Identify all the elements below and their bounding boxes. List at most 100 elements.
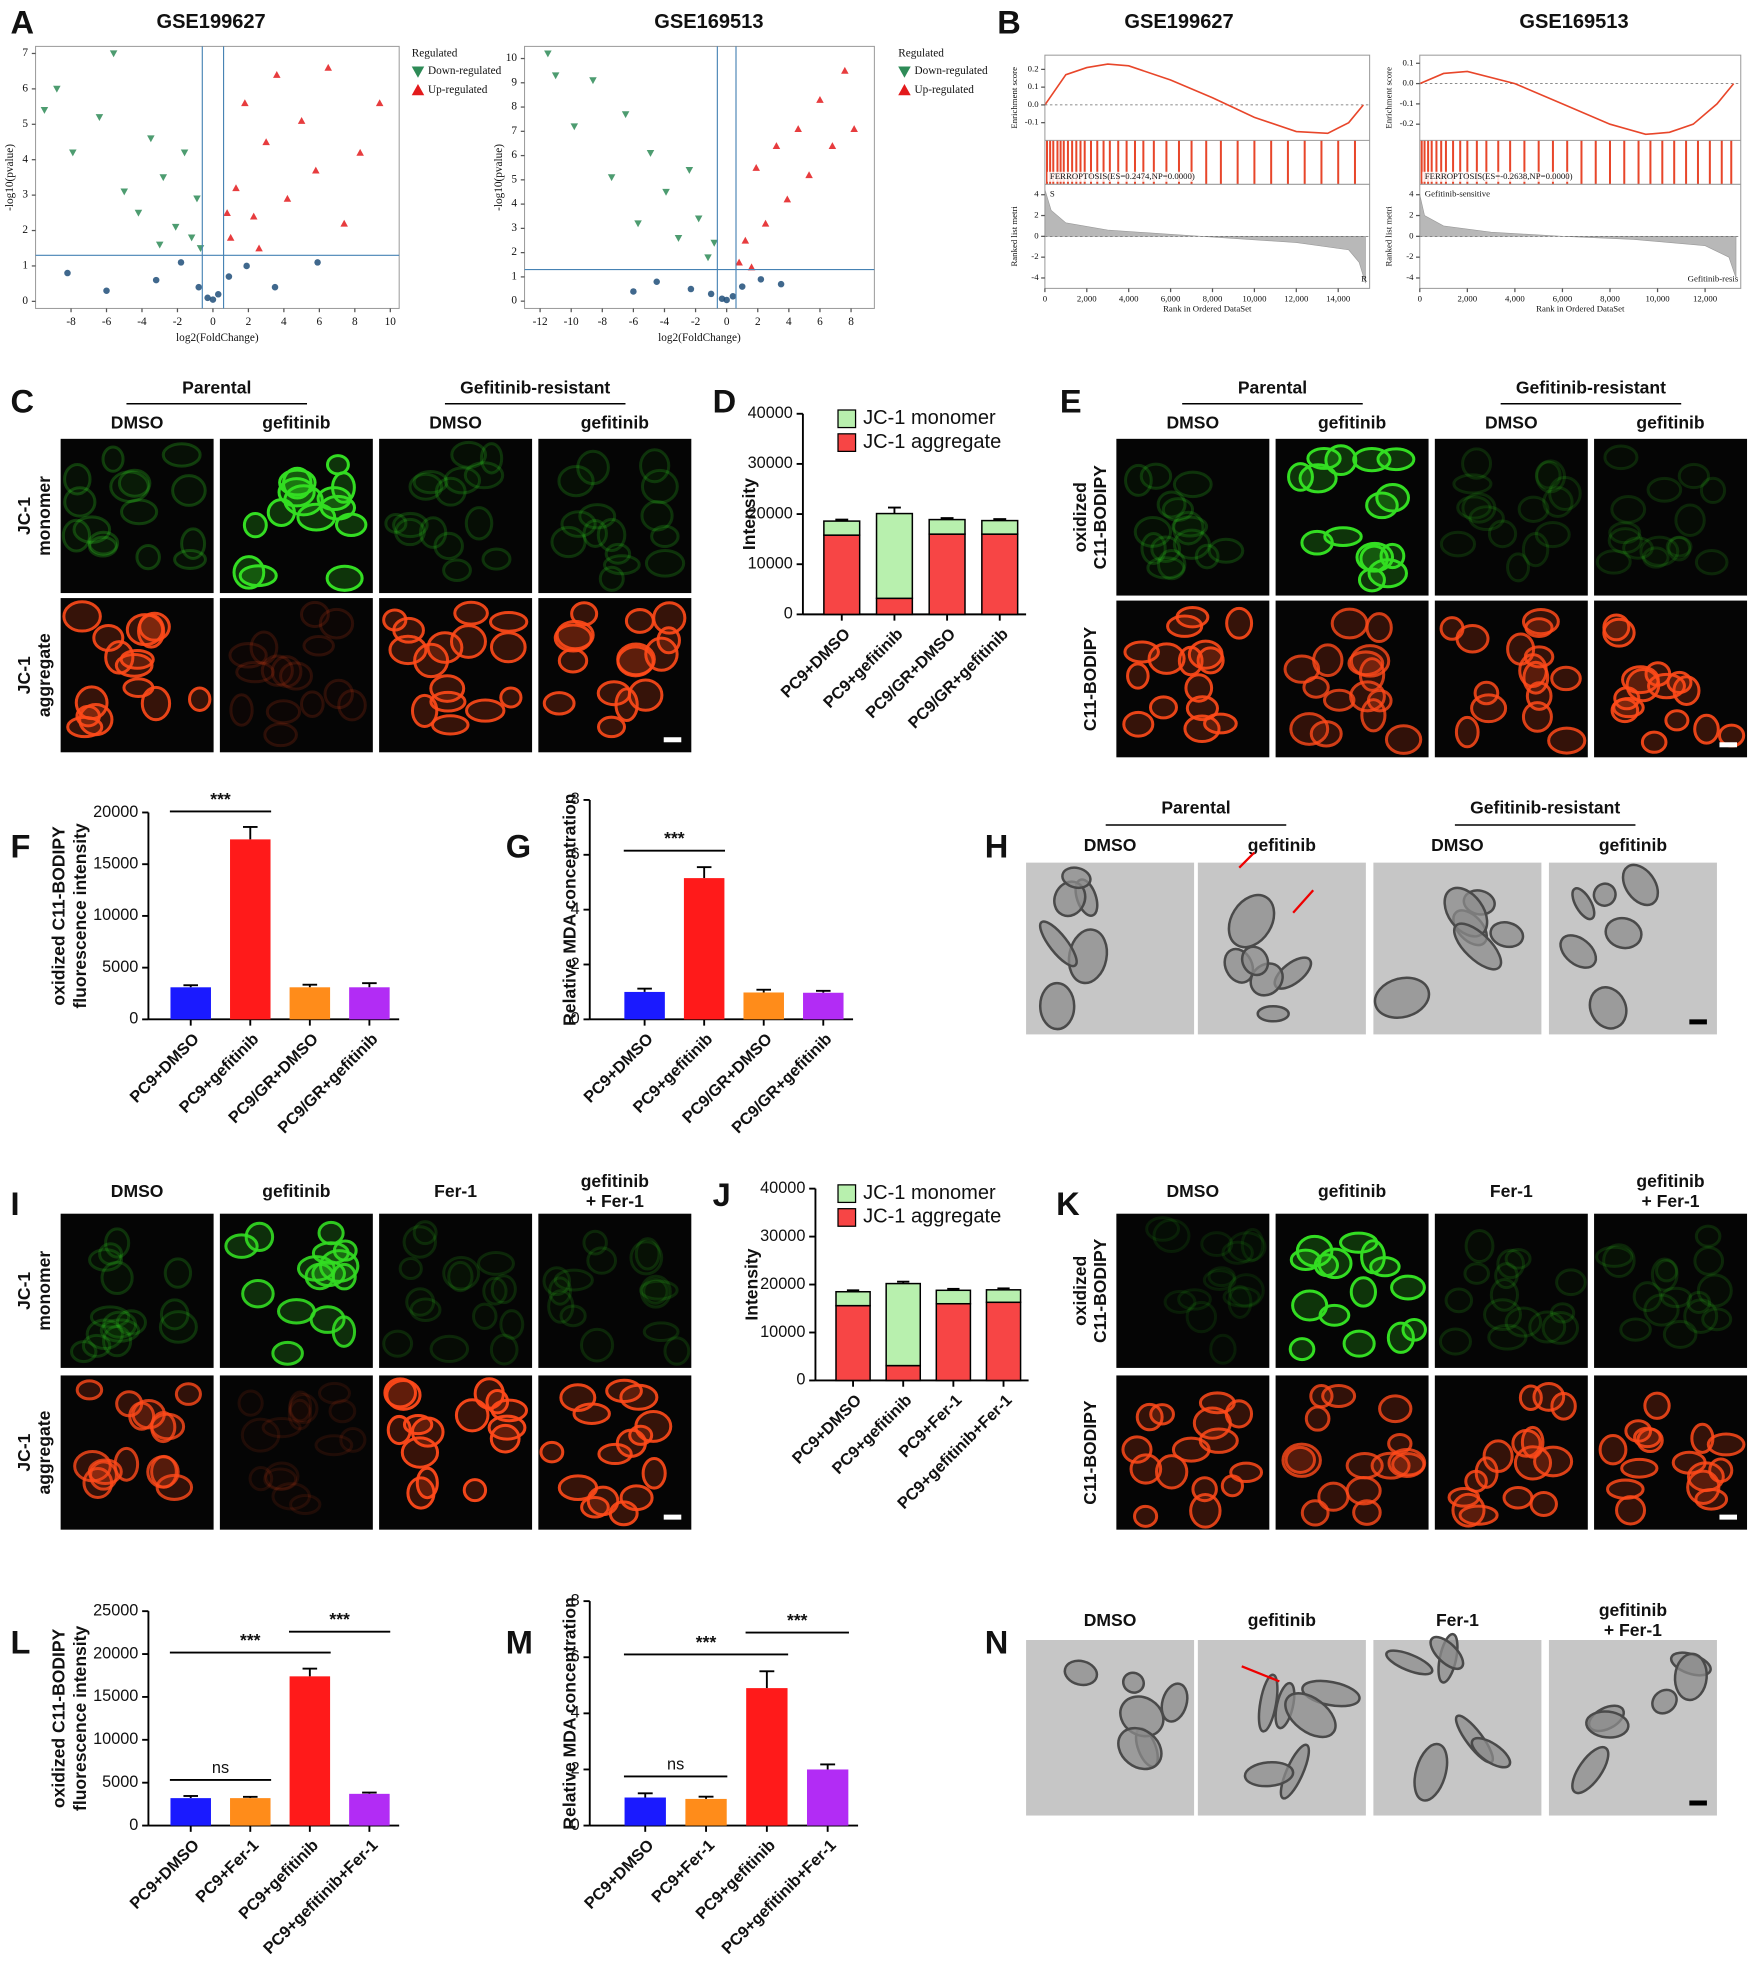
cell bbox=[1283, 654, 1321, 684]
cell bbox=[489, 1423, 521, 1454]
x-tick-label: 0 bbox=[724, 316, 730, 328]
y-tick-label: 6 bbox=[571, 845, 580, 863]
x-tick-label: -8 bbox=[66, 316, 76, 328]
cell bbox=[642, 1321, 680, 1343]
cell bbox=[1525, 681, 1553, 711]
cell bbox=[1187, 639, 1224, 670]
cell bbox=[1140, 532, 1167, 566]
row-label: oxidized bbox=[1070, 482, 1090, 552]
cell bbox=[1198, 1427, 1239, 1454]
cell bbox=[1155, 1454, 1189, 1490]
panel-letter: E bbox=[1060, 382, 1082, 419]
cell bbox=[309, 1305, 346, 1334]
micrograph bbox=[538, 438, 692, 594]
y-tick-label: 0 bbox=[571, 1010, 580, 1028]
cell bbox=[1487, 1323, 1528, 1351]
cell bbox=[119, 648, 155, 670]
point bbox=[152, 276, 160, 284]
plot-frame bbox=[1419, 54, 1742, 289]
cell bbox=[287, 1398, 312, 1431]
cell bbox=[1468, 505, 1505, 532]
y-tick-label: 0.1 bbox=[1028, 81, 1039, 91]
cell bbox=[1524, 617, 1554, 639]
point bbox=[761, 219, 770, 227]
cell bbox=[161, 442, 202, 468]
point bbox=[544, 50, 552, 58]
cell bbox=[70, 1340, 98, 1364]
column-label: + Fer-1 bbox=[1642, 1191, 1700, 1211]
cell bbox=[1163, 1289, 1197, 1314]
cell bbox=[101, 445, 125, 473]
bar-segment bbox=[981, 533, 1019, 616]
point bbox=[180, 149, 189, 157]
cell bbox=[128, 1401, 156, 1431]
micrograph bbox=[60, 438, 214, 594]
y-tick-label: 2 bbox=[571, 955, 580, 973]
panel-letter: J bbox=[713, 1176, 731, 1213]
cell bbox=[418, 516, 448, 549]
cell bbox=[608, 1500, 639, 1527]
cell bbox=[1632, 1281, 1663, 1313]
mitochondrion bbox=[1489, 921, 1525, 949]
micrograph bbox=[379, 438, 533, 594]
point bbox=[621, 111, 630, 119]
y-tick-label: 4 bbox=[571, 900, 580, 918]
y-axis-label: Relative MDA concentration bbox=[560, 1597, 580, 1829]
cell bbox=[1172, 470, 1213, 499]
cell bbox=[400, 1436, 440, 1469]
cell bbox=[394, 517, 426, 547]
cell bbox=[135, 543, 161, 571]
bar-segment bbox=[885, 1282, 922, 1367]
cell bbox=[1323, 688, 1356, 712]
cell bbox=[1494, 1262, 1519, 1290]
cell bbox=[323, 678, 354, 710]
scale-bar bbox=[1719, 742, 1738, 748]
cell bbox=[582, 519, 608, 548]
cell bbox=[264, 1461, 300, 1491]
cell bbox=[88, 1248, 124, 1272]
cell bbox=[557, 465, 595, 498]
bar bbox=[289, 987, 331, 1020]
y-tick-label: 5000 bbox=[102, 958, 138, 976]
cell bbox=[302, 635, 335, 657]
y-tick-label: -2 bbox=[1031, 251, 1038, 261]
significance-label: ns bbox=[667, 1755, 684, 1773]
y-tick-label: 8 bbox=[571, 1591, 580, 1609]
bar-segment bbox=[835, 1290, 871, 1307]
cell bbox=[1646, 476, 1683, 503]
cell bbox=[1502, 1485, 1534, 1510]
y-tick-label: 0 bbox=[22, 295, 28, 307]
cell bbox=[81, 1333, 112, 1358]
point bbox=[662, 188, 670, 196]
cell bbox=[442, 558, 472, 583]
mitochondrion bbox=[1063, 1659, 1099, 1687]
cell bbox=[1452, 473, 1493, 495]
column-label: gefitinib bbox=[1599, 1600, 1667, 1620]
cell bbox=[1608, 521, 1642, 545]
x-tick-label: 6 bbox=[317, 316, 323, 328]
cell bbox=[1624, 1419, 1653, 1443]
cell bbox=[328, 1399, 357, 1424]
x-tick-label: 2 bbox=[755, 316, 761, 328]
cell bbox=[1686, 1290, 1712, 1315]
cell bbox=[331, 1262, 357, 1291]
mitochondrion bbox=[1038, 920, 1078, 968]
cell bbox=[1365, 612, 1393, 644]
cell bbox=[1349, 644, 1391, 678]
cell bbox=[1386, 1321, 1415, 1354]
cell bbox=[1288, 1337, 1316, 1362]
cell bbox=[1528, 1310, 1567, 1344]
scale-bar bbox=[1689, 1800, 1707, 1806]
column-label: Fer-1 bbox=[434, 1181, 477, 1201]
cell bbox=[1639, 535, 1680, 567]
cell bbox=[1324, 444, 1358, 477]
point bbox=[772, 142, 781, 150]
y-tick-label: -4 bbox=[1406, 272, 1414, 282]
scale-bar bbox=[1689, 1019, 1707, 1025]
cell bbox=[1194, 543, 1220, 570]
point bbox=[273, 70, 281, 78]
cell bbox=[489, 610, 529, 633]
rank-label: Gefitinib-resis bbox=[1688, 274, 1739, 284]
cell bbox=[1185, 695, 1219, 722]
